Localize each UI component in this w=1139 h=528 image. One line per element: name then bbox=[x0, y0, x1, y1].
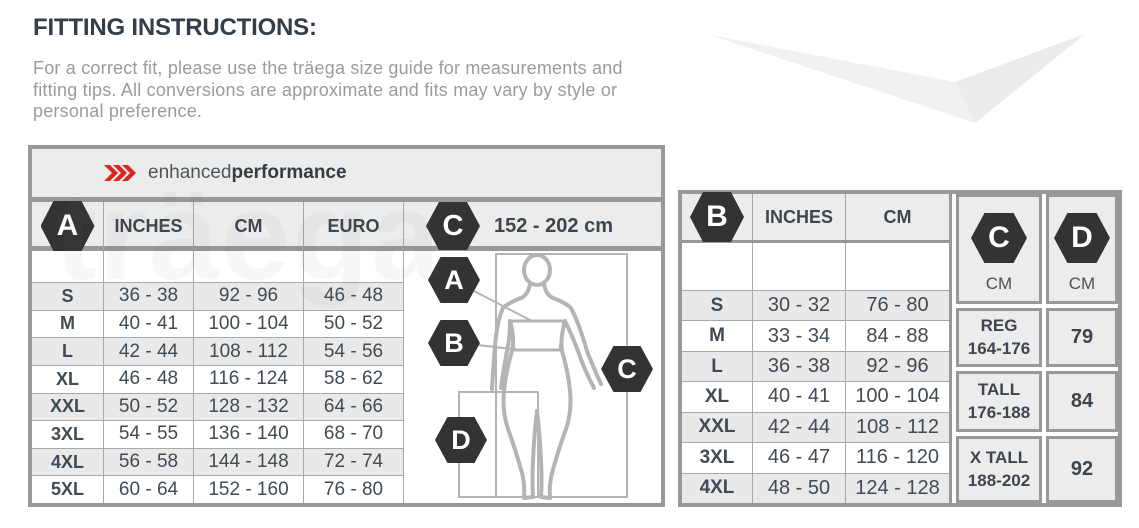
table-row: S 36 - 38 92 - 96 46 - 48 bbox=[32, 282, 403, 310]
triple-chevron-icon bbox=[104, 165, 136, 181]
spacer-row bbox=[32, 251, 403, 282]
brand-logo-band: enhancedperformance bbox=[32, 149, 661, 202]
col-header-cm: CM bbox=[845, 194, 949, 240]
leg-c-header: C CM bbox=[956, 194, 1042, 304]
table-row: M 33 - 34 84 - 88 bbox=[682, 320, 949, 351]
brand-swoosh-graphic bbox=[710, 34, 1085, 123]
table-row: 3XL 54 - 55 136 - 140 68 - 70 bbox=[32, 420, 403, 448]
table-row: M 40 - 41 100 - 104 50 - 52 bbox=[32, 309, 403, 338]
leg-d-header: D CM bbox=[1046, 194, 1118, 304]
waist-size-table: B INCHES CM S 30 - 32 76 - 80 M 33 - 34 … bbox=[678, 190, 1122, 507]
body-silhouette bbox=[490, 253, 603, 500]
chest-table-body: S 36 - 38 92 - 96 46 - 48 M 40 - 41 100 … bbox=[32, 251, 661, 503]
table-row: XXL 50 - 52 128 - 132 64 - 66 bbox=[32, 392, 403, 421]
inseam-value-tall: 84 bbox=[1046, 371, 1118, 432]
table-row: XXL 42 - 44 108 - 112 bbox=[682, 411, 949, 443]
height-range-cell: C 152 - 202 cm bbox=[403, 202, 661, 250]
page-title: FITTING INSTRUCTIONS: bbox=[33, 14, 317, 41]
col-header-cm: CM bbox=[193, 202, 303, 250]
table-row: 4XL 48 - 50 124 - 128 bbox=[682, 472, 949, 503]
chest-hex-cell: A bbox=[32, 201, 103, 251]
col-header-inches: INCHES bbox=[752, 194, 845, 240]
height-range-label: 152 - 202 cm bbox=[494, 214, 613, 237]
inseam-value-xtall: 92 bbox=[1046, 436, 1118, 503]
leg-group-reg: REG 164-176 bbox=[956, 308, 1042, 367]
hexagon-c-badge: C bbox=[426, 202, 480, 250]
brand-logo-text: enhancedperformance bbox=[148, 162, 347, 184]
hexagon-a-badge: A bbox=[40, 201, 95, 251]
hexagon-d-badge: D bbox=[1054, 213, 1110, 263]
leg-length-column-c: C CM REG 164-176 TALL 176-188 X TALL 188… bbox=[956, 194, 1042, 503]
logo-prefix: enhanced bbox=[148, 162, 232, 183]
table-row: 5XL 60 - 64 152 - 160 76 - 80 bbox=[32, 475, 403, 503]
col-header-inches: INCHES bbox=[103, 202, 193, 250]
figure-hexagon-b: B bbox=[428, 320, 480, 366]
chest-table-rows: S 36 - 38 92 - 96 46 - 48 M 40 - 41 100 … bbox=[32, 251, 403, 503]
leg-group-tall: TALL 176-188 bbox=[956, 371, 1042, 432]
chest-band-outline bbox=[509, 319, 566, 352]
unit-label: CM bbox=[1068, 274, 1096, 293]
logo-suffix: performance bbox=[231, 162, 347, 183]
inseam-column-d: D CM 79 84 92 bbox=[1046, 194, 1118, 503]
waist-subtable: B INCHES CM S 30 - 32 76 - 80 M 33 - 34 … bbox=[682, 192, 952, 503]
swoosh-fold bbox=[955, 34, 1085, 123]
waist-hex-cell: B bbox=[682, 192, 752, 242]
measurement-figure: A B C D bbox=[403, 251, 661, 503]
table-row: L 36 - 38 92 - 96 bbox=[682, 350, 949, 382]
unit-label: CM bbox=[985, 274, 1013, 293]
table-row: L 42 - 44 108 - 112 54 - 56 bbox=[32, 337, 403, 365]
col-header-euro: EURO bbox=[303, 202, 403, 250]
hexagon-b-badge: B bbox=[690, 192, 744, 242]
table-row: 3XL 46 - 47 116 - 120 bbox=[682, 442, 949, 473]
inseam-value-reg: 79 bbox=[1046, 308, 1118, 367]
chest-size-table: enhancedperformance A INCHES CM EURO C 1… bbox=[28, 145, 665, 507]
figure-hexagon-c: C bbox=[601, 346, 653, 392]
hexagon-c-badge: C bbox=[971, 213, 1027, 263]
intro-paragraph: For a correct fit, please use the träega… bbox=[33, 58, 623, 121]
table-row: S 30 - 32 76 - 80 bbox=[682, 290, 949, 321]
table-row: XL 40 - 41 100 - 104 bbox=[682, 381, 949, 412]
figure-hexagon-a: A bbox=[428, 257, 480, 303]
table-row: 4XL 56 - 58 144 - 148 72 - 74 bbox=[32, 447, 403, 476]
spacer-row bbox=[682, 243, 949, 290]
leg-group-xtall: X TALL 188-202 bbox=[956, 436, 1042, 503]
waist-table-header-row: B INCHES CM bbox=[682, 192, 949, 243]
figure-hexagon-d: D bbox=[435, 417, 487, 463]
table-row: XL 46 - 48 116 - 124 58 - 62 bbox=[32, 364, 403, 393]
chest-table-header-row: A INCHES CM EURO C 152 - 202 cm bbox=[32, 201, 661, 251]
